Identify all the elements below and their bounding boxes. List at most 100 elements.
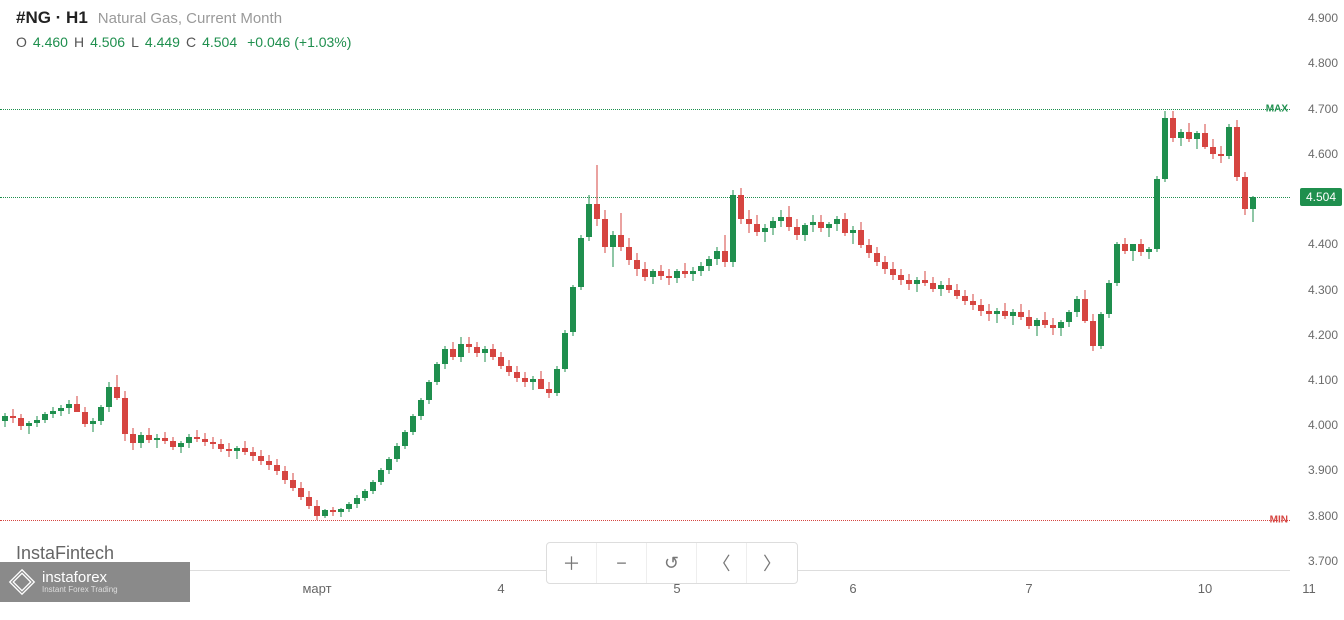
candle	[658, 0, 664, 570]
candle	[650, 0, 656, 570]
candle	[698, 0, 704, 570]
candle	[426, 0, 432, 570]
candle	[1186, 0, 1192, 570]
candle	[394, 0, 400, 570]
y-axis: 4.9004.8004.7004.6004.5004.4004.3004.200…	[1290, 0, 1344, 570]
candle	[954, 0, 960, 570]
x-label: 11	[1302, 581, 1316, 596]
candle	[10, 0, 16, 570]
candle	[570, 0, 576, 570]
close-value: 4.504	[202, 34, 237, 50]
candle	[34, 0, 40, 570]
candle	[226, 0, 232, 570]
candle	[514, 0, 520, 570]
candle	[162, 0, 168, 570]
candle	[490, 0, 496, 570]
candle	[18, 0, 24, 570]
candle	[466, 0, 472, 570]
zoom-in-button[interactable]: ＋	[547, 543, 597, 583]
candle	[538, 0, 544, 570]
candle	[778, 0, 784, 570]
reset-button[interactable]: ↺	[647, 543, 697, 583]
candle	[346, 0, 352, 570]
candle	[730, 0, 736, 570]
candle	[1218, 0, 1224, 570]
candle	[1250, 0, 1256, 570]
candle	[818, 0, 824, 570]
candle	[130, 0, 136, 570]
candle	[858, 0, 864, 570]
low-label: L	[131, 34, 139, 50]
candle	[986, 0, 992, 570]
candle	[290, 0, 296, 570]
candle	[1066, 0, 1072, 570]
candle	[122, 0, 128, 570]
candle	[66, 0, 72, 570]
candle	[850, 0, 856, 570]
candle	[1210, 0, 1216, 570]
logo-subtitle: Instant Forex Trading	[42, 585, 118, 594]
candle	[298, 0, 304, 570]
candle	[186, 0, 192, 570]
candle	[218, 0, 224, 570]
logo-text: instaforex	[42, 570, 118, 585]
candle	[258, 0, 264, 570]
candle	[1002, 0, 1008, 570]
candle	[810, 0, 816, 570]
candle	[922, 0, 928, 570]
scroll-right-button[interactable]: 〉	[747, 543, 797, 583]
candle	[1114, 0, 1120, 570]
candle	[786, 0, 792, 570]
chart-plot[interactable]	[0, 0, 1290, 570]
candle	[322, 0, 328, 570]
candle	[2, 0, 8, 570]
candle	[642, 0, 648, 570]
candle	[202, 0, 208, 570]
x-label: 10	[1198, 581, 1212, 596]
candle	[58, 0, 64, 570]
y-tick: 4.900	[1308, 11, 1338, 25]
candle	[618, 0, 624, 570]
y-tick: 3.800	[1308, 509, 1338, 523]
candle	[562, 0, 568, 570]
candle	[402, 0, 408, 570]
open-label: O	[16, 34, 27, 50]
candle	[1146, 0, 1152, 570]
candle	[1226, 0, 1232, 570]
candle	[234, 0, 240, 570]
zoom-out-button[interactable]: −	[597, 543, 647, 583]
y-tick: 4.600	[1308, 147, 1338, 161]
chart-toolbar: ＋ − ↺ 〈 〉	[546, 542, 798, 584]
candle	[970, 0, 976, 570]
logo-icon	[8, 568, 36, 596]
candle	[666, 0, 672, 570]
candle	[866, 0, 872, 570]
candle	[1130, 0, 1136, 570]
y-tick: 4.700	[1308, 102, 1338, 116]
candle	[578, 0, 584, 570]
candle	[266, 0, 272, 570]
candle	[962, 0, 968, 570]
candle	[882, 0, 888, 570]
candle	[610, 0, 616, 570]
y-tick: 4.800	[1308, 56, 1338, 70]
candle	[274, 0, 280, 570]
last-price-tag: 4.504	[1300, 188, 1342, 206]
candle	[498, 0, 504, 570]
candle	[1242, 0, 1248, 570]
ohlc-row: O 4.460 H 4.506 L 4.449 C 4.504 +0.046 (…	[16, 34, 351, 50]
candle	[418, 0, 424, 570]
candle	[1058, 0, 1064, 570]
candle	[1122, 0, 1128, 570]
candle	[370, 0, 376, 570]
candle	[138, 0, 144, 570]
candle	[1234, 0, 1240, 570]
candle	[1010, 0, 1016, 570]
candle	[1050, 0, 1056, 570]
candle	[994, 0, 1000, 570]
scroll-left-button[interactable]: 〈	[697, 543, 747, 583]
symbol-description: Natural Gas, Current Month	[98, 10, 282, 27]
candle	[546, 0, 552, 570]
candle	[1018, 0, 1024, 570]
candle	[26, 0, 32, 570]
